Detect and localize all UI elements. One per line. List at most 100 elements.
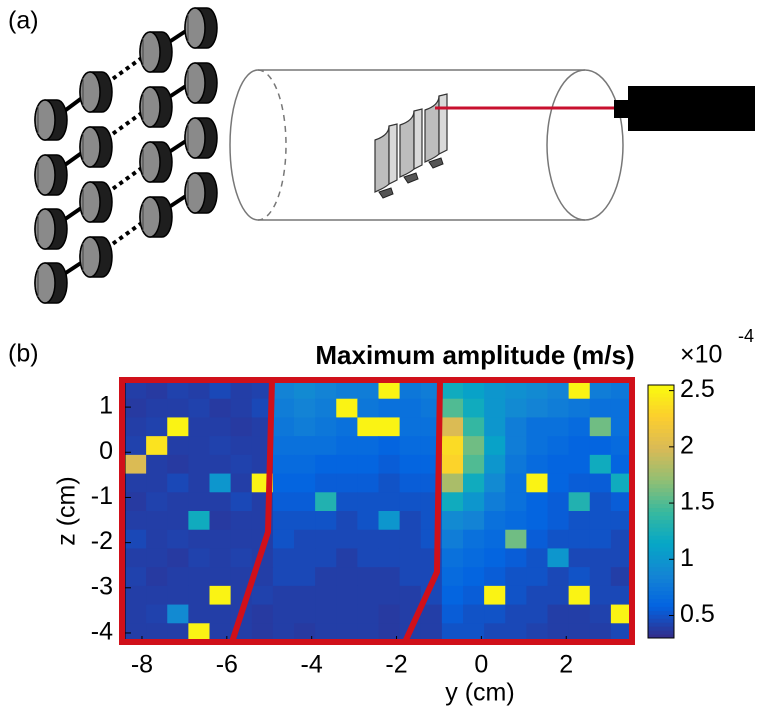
heatmap-cell: [547, 436, 570, 456]
heatmap-cell: [209, 473, 232, 493]
heatmap-cell: [378, 436, 401, 456]
heatmap-cell: [547, 548, 570, 568]
heatmap-cell: [378, 623, 401, 643]
heatmap-cell: [547, 623, 570, 643]
colorbar-swatch: [648, 495, 674, 501]
heatmap-cell: [294, 417, 316, 437]
heatmap-cell: [378, 492, 401, 512]
heatmap-cell: [441, 529, 464, 549]
colorbar-tick-label: 0.5: [680, 600, 715, 628]
heatmap-cell: [315, 398, 337, 418]
colorbar-swatch: [648, 578, 674, 584]
heatmap-cell: [294, 511, 316, 531]
heatmap-cell: [399, 398, 422, 418]
heatmap-cell: [589, 398, 612, 418]
y-tick-label: -1: [91, 482, 113, 510]
heatmap-cell: [589, 604, 612, 624]
heatmap-cell: [188, 417, 210, 437]
heatmap-cell: [167, 623, 189, 643]
heatmap-cell: [505, 511, 527, 531]
heatmap-cell: [589, 567, 612, 587]
heatmap-cell: [399, 492, 422, 512]
heatmap-cell: [568, 454, 591, 475]
heatmap-cell: [167, 585, 189, 606]
heatmap-cell: [526, 567, 548, 587]
heatmap-cell: [357, 604, 379, 624]
heatmap-cell: [336, 529, 358, 549]
heatmap-cell: [399, 585, 422, 606]
heatmap-cell: [463, 585, 485, 606]
heatmap-cell: [294, 398, 316, 418]
heatmap-cell: [526, 548, 548, 568]
heatmap-cell: [589, 529, 612, 549]
heatmap-cell: [505, 492, 527, 512]
colorbar-swatch: [648, 487, 674, 493]
heatmap-cell: [209, 604, 232, 624]
heatmap-cell: [167, 473, 189, 493]
heatmap-cell: [484, 473, 506, 493]
heatmap-cell: [125, 529, 147, 549]
heatmap-cell: [505, 380, 527, 400]
heatmap-cell: [399, 529, 422, 549]
colorbar-swatch: [648, 448, 674, 453]
heatmap-cell: [230, 548, 253, 568]
heatmap-cell: [357, 511, 379, 531]
heatmap-cell: [526, 585, 548, 606]
heatmap-cell: [251, 380, 274, 400]
heatmap-cell: [610, 492, 633, 512]
chart-title: Maximum amplitude (m/s): [315, 340, 634, 370]
heatmap-cell: [610, 511, 633, 531]
colorbar-tick-label: 2: [680, 431, 694, 459]
colorbar-swatch: [648, 606, 674, 611]
heatmap-cell: [441, 567, 464, 587]
heatmap-cell: [125, 604, 147, 624]
heatmap-cell: [589, 436, 612, 456]
heatmap-cell: [463, 529, 485, 549]
heatmap-cell: [188, 473, 210, 493]
colorbar-swatch: [648, 574, 674, 580]
heatmap-cell: [146, 473, 168, 493]
heatmap-cell: [378, 511, 401, 531]
heatmap-cell: [547, 511, 570, 531]
heatmap-cell: [505, 454, 527, 475]
heatmap-cell: [357, 380, 379, 400]
heatmap-cell: [441, 492, 464, 512]
heatmap-cell: [589, 492, 612, 512]
heatmap-cell: [146, 623, 168, 643]
heatmap-cell: [209, 417, 232, 437]
heatmap-cell: [399, 473, 422, 493]
heatmap-cell: [146, 380, 168, 400]
heatmap-cell: [484, 511, 506, 531]
colorbar-swatch: [648, 432, 674, 437]
heatmap-cell: [336, 567, 358, 587]
x-tick-label: -4: [301, 651, 323, 679]
colorbar-tick-label: 1: [680, 544, 694, 572]
y-tick-label: -4: [91, 618, 113, 646]
heatmap-cell: [146, 585, 168, 606]
heatmap-cell: [610, 398, 633, 418]
heatmap-cell: [589, 417, 612, 437]
colorbar-swatch: [648, 519, 674, 524]
colorbar-swatch: [648, 396, 674, 402]
heatmap-cell: [589, 454, 612, 475]
colorbar-swatch: [648, 385, 674, 390]
heatmap-cell: [272, 567, 295, 587]
scale-exponent: -4: [738, 326, 754, 346]
heatmap-cell: [146, 548, 168, 568]
heatmap-cell: [441, 585, 464, 606]
heatmap-cell: [547, 567, 570, 587]
heatmap-cell: [167, 454, 189, 475]
heatmap-cell: [315, 436, 337, 456]
heatmap-cell: [610, 567, 633, 587]
heatmap-cell: [251, 623, 274, 643]
heatmap-cell: [294, 567, 316, 587]
heatmap-cell: [568, 585, 591, 606]
heatmap-cell: [315, 623, 337, 643]
heatmap-cell: [336, 436, 358, 456]
heatmap-cell: [378, 454, 401, 475]
colorbar-swatch: [648, 634, 674, 639]
heatmap-cell: [568, 492, 591, 512]
heatmap-cell: [484, 623, 506, 643]
heatmap-cell: [146, 567, 168, 587]
heatmap-cell: [399, 454, 422, 475]
